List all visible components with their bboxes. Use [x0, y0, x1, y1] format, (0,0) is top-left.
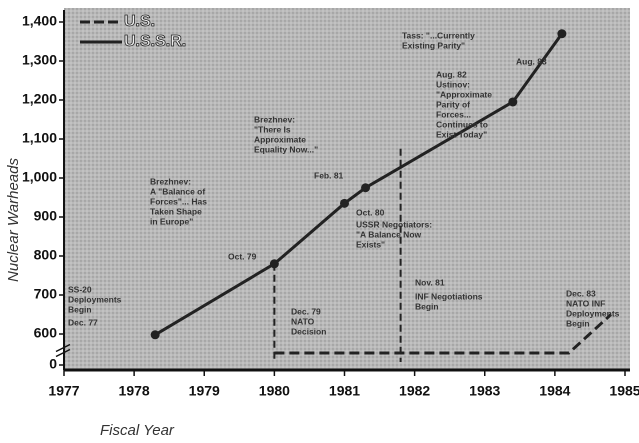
annotation: INF Negotiations [415, 291, 483, 301]
annotation: Feb. 81 [314, 170, 344, 180]
x-tick-label: 1980 [259, 383, 290, 399]
annotation: Brezhnev: [150, 176, 191, 186]
annotation: Aug. 83 [516, 56, 547, 66]
y-tick-label: 600 [34, 325, 58, 341]
x-tick-label: 1981 [329, 383, 360, 399]
axis-break [55, 343, 71, 358]
annotation: Tass: "...Currently [402, 30, 475, 40]
annotation: Dec. 79 [291, 306, 321, 316]
annotation: "A Balance Now [356, 229, 422, 239]
data-point [557, 29, 567, 39]
y-tick-label: 1,100 [22, 130, 57, 146]
annotation: Begin [566, 318, 590, 328]
annotation: "Approximate [436, 89, 492, 99]
y-tick-label: 700 [34, 286, 58, 302]
annotation: SS-20 [68, 284, 92, 294]
annotation: Continues to [436, 119, 488, 129]
data-point [150, 330, 160, 340]
annotation: Aug. 82 [436, 69, 467, 79]
annotation: Approximate [254, 134, 306, 144]
annotation: Exists" [356, 239, 385, 249]
legend-label: U.S. [124, 13, 155, 30]
annotation: Begin [415, 301, 439, 311]
series-line [154, 32, 564, 337]
annotation: Nov. 81 [415, 277, 445, 287]
annotation: USSR Negotiators: [356, 219, 432, 229]
annotation: Deployments [566, 308, 620, 318]
y-tick-label: 1,400 [22, 13, 57, 29]
x-axis-label: Fiscal Year [100, 422, 175, 439]
data-point [508, 97, 518, 107]
annotation: Exist Today" [436, 129, 487, 139]
x-tick-label: 1982 [399, 383, 430, 399]
annotation: Oct. 80 [356, 207, 385, 217]
annotation: Parity of [436, 99, 470, 109]
annotation: Forces... [436, 109, 471, 119]
y-tick-label: 800 [34, 247, 58, 263]
annotation: Deployments [68, 294, 122, 304]
data-point [340, 198, 349, 208]
annotation: Existing Parity" [402, 40, 465, 50]
y-tick-label: 0 [49, 356, 57, 372]
annotation: Oct. 79 [228, 251, 257, 261]
data-point [269, 259, 279, 269]
annotation: Ustinov: [436, 79, 470, 89]
x-tick-label: 1984 [539, 383, 570, 399]
y-tick-label: 1,000 [22, 169, 57, 185]
annotation: "There Is [254, 124, 291, 134]
annotation: Forces"... Has [150, 196, 207, 206]
y-tick-label: 1,300 [22, 52, 57, 68]
y-tick-label: 900 [34, 208, 58, 224]
annotation: Begin [68, 304, 92, 314]
legend-label: U.S.S.R. [124, 33, 186, 50]
annotation: in Europe" [150, 216, 193, 226]
annotation: NATO INF [566, 298, 605, 308]
x-tick-label: 1985 [609, 383, 639, 399]
annotation: Equality Now..." [254, 144, 318, 154]
annotation: Brezhnev: [254, 114, 295, 124]
annotation: Decision [291, 326, 326, 336]
data-point [361, 183, 371, 193]
annotation: Dec. 83 [566, 288, 596, 298]
annotation: A "Balance of [150, 186, 205, 196]
x-tick-label: 1979 [189, 383, 220, 399]
x-tick-label: 1983 [469, 383, 500, 399]
annotation: Taken Shape [150, 206, 202, 216]
x-tick-label: 1977 [48, 383, 79, 399]
annotation: Dec. 77 [68, 317, 98, 327]
series-line [274, 313, 612, 355]
y-tick-label: 1,200 [22, 91, 57, 107]
y-axis-label: Nuclear Warheads [5, 158, 22, 282]
annotation: NATO [291, 316, 315, 326]
x-tick-label: 1978 [119, 383, 150, 399]
